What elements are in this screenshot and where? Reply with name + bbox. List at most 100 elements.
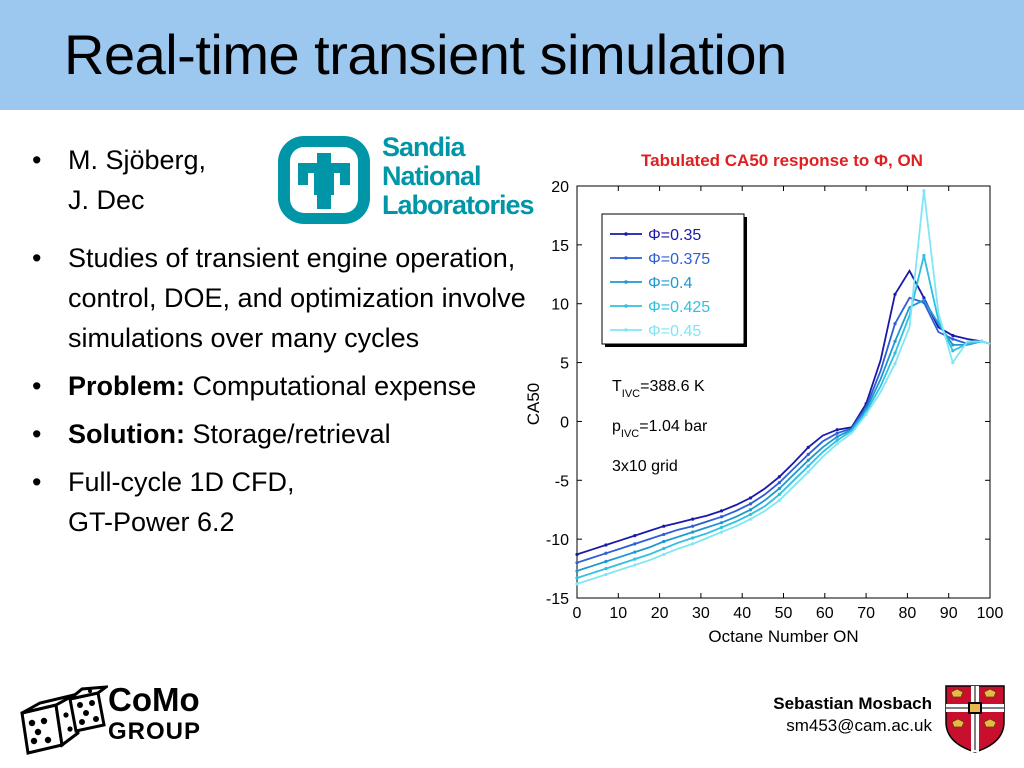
problem-label: Problem:	[68, 371, 186, 401]
data-point	[777, 486, 781, 491]
legend-label: Φ=0.35	[648, 227, 701, 244]
bullet-dot: •	[32, 419, 42, 449]
data-point	[691, 517, 695, 521]
data-point	[835, 431, 839, 435]
data-point	[748, 517, 753, 521]
annotation-grid: 3x10 grid	[612, 458, 678, 475]
slide-title: Real-time transient simulation	[64, 23, 787, 86]
data-point	[662, 524, 666, 528]
x-tick-label: 0	[573, 605, 582, 622]
chart-title: Tabulated CA50 response to Φ, ON	[641, 151, 923, 170]
cfd-line2: GT-Power 6.2	[68, 507, 235, 537]
data-point	[691, 530, 695, 534]
data-point	[719, 521, 724, 525]
como-logo	[18, 685, 268, 760]
data-point	[806, 452, 810, 456]
group-text: GROUP	[108, 718, 202, 745]
legend-label: Φ=0.375	[648, 251, 710, 268]
bullet-dot: •	[32, 467, 42, 497]
legend-marker	[624, 328, 628, 332]
bullet-dot: •	[32, 243, 42, 273]
x-tick-label: 20	[651, 605, 669, 622]
data-point	[662, 546, 666, 551]
data-point	[719, 525, 724, 529]
x-tick-label: 60	[816, 605, 834, 622]
bullet-solution: • Solution: Storage/retrieval	[28, 414, 528, 454]
bullet-studies: • Studies of transient engine operation,…	[28, 238, 528, 358]
data-point	[864, 412, 868, 416]
problem-text: Computational expense	[185, 371, 477, 401]
data-point	[835, 428, 839, 432]
y-axis-label: CA50	[524, 383, 543, 426]
data-point	[835, 442, 839, 446]
data-point	[662, 552, 666, 557]
y-tick-label: 10	[551, 297, 569, 314]
como-text: CoMo	[108, 681, 200, 718]
x-tick-label: 80	[899, 605, 917, 622]
data-point	[604, 572, 608, 577]
data-point	[633, 550, 637, 554]
data-point	[835, 435, 839, 439]
data-point	[691, 536, 695, 540]
legend-marker	[624, 232, 628, 236]
x-tick-label: 70	[857, 605, 875, 622]
data-point	[922, 253, 926, 258]
data-point	[662, 532, 666, 537]
authors-line2: J. Dec	[68, 185, 145, 215]
legend-marker	[624, 280, 628, 284]
bullet-problem: • Problem: Computational expense	[28, 366, 528, 406]
data-point	[893, 322, 897, 326]
dice-icon	[20, 685, 112, 755]
y-tick-label: 0	[560, 414, 569, 431]
authors-line1: M. Sjöberg,	[68, 145, 207, 175]
data-point	[951, 337, 955, 341]
data-point	[777, 492, 781, 497]
data-point	[806, 445, 810, 449]
data-point	[748, 508, 753, 512]
data-point	[748, 502, 753, 506]
data-point	[691, 542, 695, 546]
bullet-dot: •	[32, 145, 42, 175]
data-point	[633, 557, 637, 561]
series-line-3	[576, 255, 991, 579]
data-point	[719, 530, 724, 534]
y-tick-label: 5	[560, 356, 569, 373]
chart-legend: Φ=0.35 Φ=0.375 Φ=0.4 Φ=0.425 Φ=0.45	[601, 213, 747, 347]
university-crest-icon	[945, 685, 1005, 753]
data-point	[951, 360, 955, 365]
data-point	[604, 551, 608, 555]
data-point	[575, 576, 579, 580]
data-point	[777, 475, 781, 479]
solution-text: Storage/retrieval	[184, 419, 391, 449]
data-point	[893, 351, 897, 355]
data-point	[806, 464, 810, 468]
data-point	[662, 539, 666, 544]
chart-annotations: TIVC=388.6 K pIVC=1.04 bar 3x10 grid	[612, 378, 708, 475]
x-tick-label: 100	[977, 605, 1004, 622]
data-point	[980, 339, 984, 343]
thunderbird-icon	[278, 136, 370, 224]
x-tick-label: 50	[775, 605, 793, 622]
cfd-line1: Full-cycle 1D CFD,	[68, 467, 295, 497]
data-point	[922, 189, 926, 193]
legend-label: Φ=0.425	[648, 299, 710, 316]
author-name: Sebastian Mosbach	[773, 694, 932, 713]
legend-marker	[624, 256, 628, 260]
data-point	[604, 543, 608, 547]
data-point	[835, 438, 839, 442]
data-point	[633, 563, 637, 567]
data-point	[633, 534, 637, 538]
series-line-4	[576, 190, 991, 585]
sandia-logo: Sandia National Laboratories	[276, 133, 535, 227]
bullet-dot: •	[32, 371, 42, 401]
data-point	[951, 343, 955, 347]
data-point	[719, 515, 724, 519]
bullet-authors: • M. Sjöberg, J. Dec	[28, 140, 268, 220]
y-tick-label: -10	[546, 532, 569, 549]
sandia-wordmark: Sandia National Laboratories	[382, 133, 535, 220]
axis-ticks: 0 10 20 30 40 50 60 70 80 90 100 -15 -10 -5 0 5 10 15 20	[546, 179, 1004, 622]
sandia-line3: Laboratories	[382, 190, 535, 220]
data-point	[748, 512, 753, 517]
solution-label: Solution:	[68, 419, 185, 449]
bullet-list: • M. Sjöberg, J. Dec • Studies of transi…	[28, 140, 528, 550]
